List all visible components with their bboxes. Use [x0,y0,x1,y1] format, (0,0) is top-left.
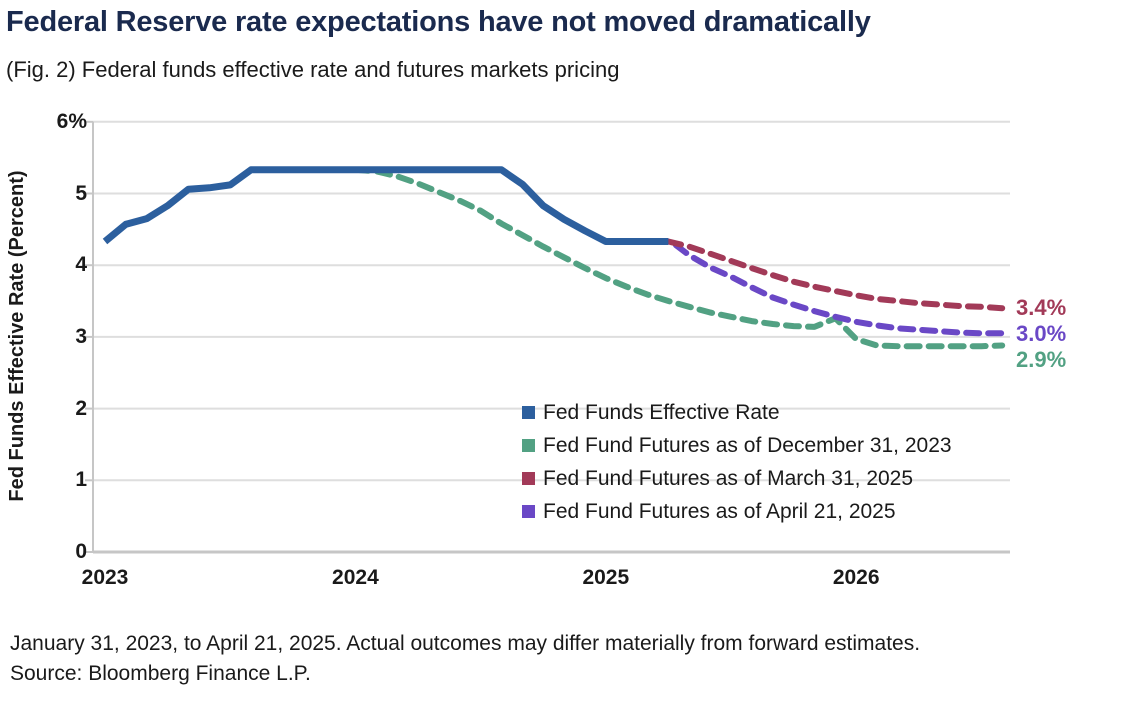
y-tick-label: 4 [75,253,87,277]
series-line-fed-fund-futures-as-of-december-31-2023 [352,166,1006,350]
footnote-line-2: Source: Bloomberg Finance L.P. [10,662,311,685]
page-title: Federal Reserve rate expectations have n… [6,6,871,38]
legend-item-label: Fed Fund Futures as of March 31, 2025 [543,466,914,490]
end-label: 3.4% [1016,295,1067,321]
x-tick-label: 2025 [582,566,630,589]
legend-item-fed-fund-futures-as-of-april-21-2025: Fed Fund Futures as of April 21, 2025 [522,495,952,528]
series-line-fed-funds-effective-rate [102,166,669,245]
legend-item-label: Fed Fund Futures as of April 21, 2025 [543,499,896,523]
legend-item-label: Fed Funds Effective Rate [543,400,780,424]
y-tick-label: 6% [56,109,87,133]
y-tick-label: 1 [75,468,87,492]
page-subtitle: (Fig. 2) Federal funds effective rate an… [6,57,620,82]
legend-item-fed-fund-futures-as-of-december-31-2023: Fed Fund Futures as of December 31, 2023 [522,429,952,462]
legend-swatch-icon [522,505,535,518]
x-tick-label: 2024 [332,566,379,589]
footnote-line-1: January 31, 2023, to April 21, 2025. Act… [10,632,921,655]
y-tick-label: 5 [75,181,87,205]
x-tick-label: 2026 [832,566,880,589]
legend-swatch-icon [522,472,535,485]
legend-swatch-icon [522,406,535,419]
series-line-fed-fund-futures-as-of-april-21-2025 [672,242,1006,337]
chart-legend: Fed Funds Effective Rate Fed Fund Futures… [522,396,952,528]
series-line-fed-fund-futures-as-of-march-31-2025 [665,238,1006,312]
x-tick-label: 2023 [81,566,129,589]
legend-swatch-icon [522,439,535,452]
legend-item-fed-fund-futures-as-of-march-31-2025: Fed Fund Futures as of March 31, 2025 [522,462,952,495]
chart-footnote: January 31, 2023, to April 21, 2025. Act… [10,629,920,689]
end-label: 2.9% [1016,347,1067,373]
legend-item-label: Fed Fund Futures as of December 31, 2023 [543,433,952,457]
y-tick-label: 0 [75,540,87,563]
y-tick-label: 3 [75,324,87,348]
y-tick-label: 2 [75,396,87,420]
end-label: 3.0% [1016,321,1067,347]
legend-item-fed-funds-effective-rate: Fed Funds Effective Rate [522,396,952,429]
